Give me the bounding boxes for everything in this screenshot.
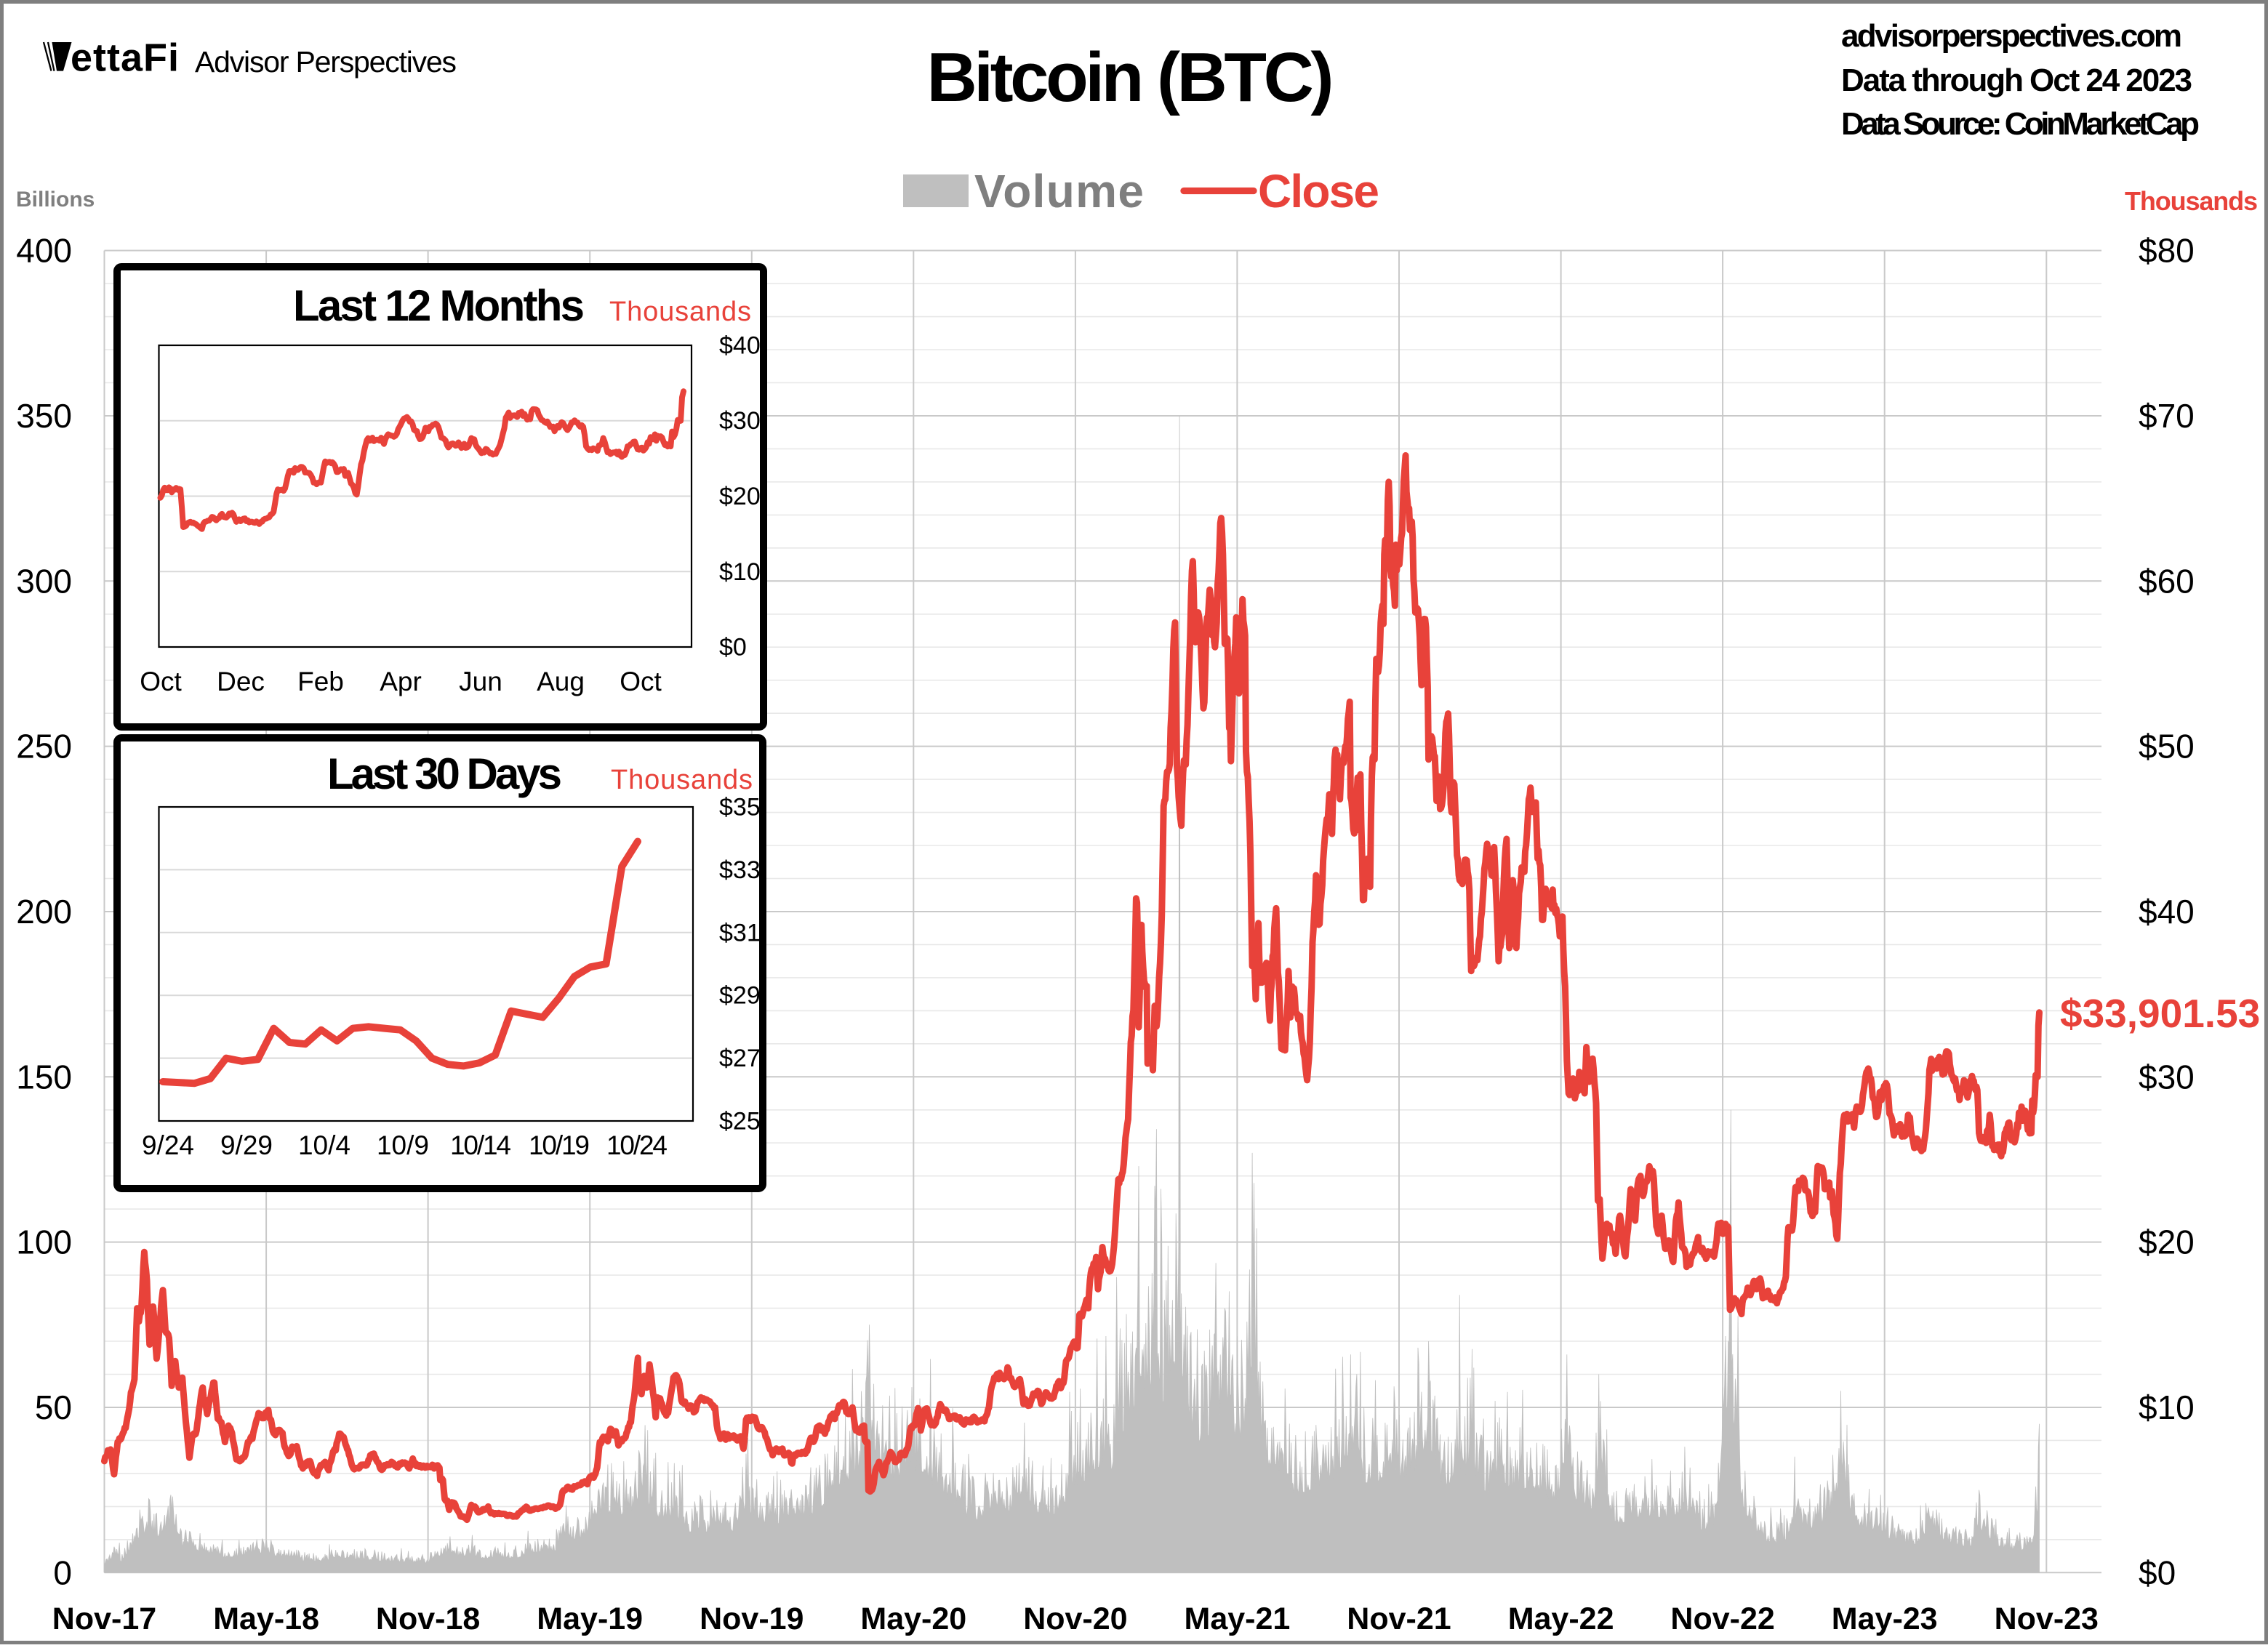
svg-text:$20: $20 [2139,1223,2195,1261]
svg-text:$30: $30 [2139,1058,2195,1096]
svg-text:Billions: Billions [16,188,95,212]
svg-text:Advisor Perspectives: Advisor Perspectives [195,45,457,79]
svg-text:$20: $20 [719,483,761,510]
svg-text:$33: $33 [719,856,761,884]
svg-text:Nov-23: Nov-23 [1995,1601,2099,1636]
svg-text:350: 350 [16,397,72,435]
svg-text:$40: $40 [719,332,761,360]
svg-text:Last 30 Days: Last 30 Days [327,749,562,798]
svg-text:$10: $10 [2139,1388,2195,1426]
svg-text:Oct: Oct [620,667,662,696]
svg-text:May-19: May-19 [537,1601,643,1636]
svg-text:$80: $80 [2139,232,2195,270]
svg-text:9/24: 9/24 [142,1130,194,1160]
svg-text:Thousands: Thousands [609,297,751,327]
svg-text:May-22: May-22 [1508,1601,1614,1636]
svg-text:10/19: 10/19 [529,1130,590,1160]
svg-text:Oct: Oct [140,667,182,696]
svg-text:$0: $0 [2139,1553,2176,1591]
svg-text:250: 250 [16,728,72,765]
svg-text:Nov-19: Nov-19 [700,1601,804,1636]
svg-text:150: 150 [16,1058,72,1096]
svg-text:May-20: May-20 [860,1601,966,1636]
svg-text:$60: $60 [2139,562,2195,600]
svg-text:Thousands: Thousands [2125,186,2258,216]
svg-text:$0: $0 [719,634,747,662]
svg-text:May-18: May-18 [213,1601,319,1636]
svg-text:Nov-17: Nov-17 [52,1601,156,1636]
svg-text:$31: $31 [719,919,761,946]
svg-text:Data Source: CoinMarketCap: Data Source: CoinMarketCap [1841,106,2200,142]
svg-text:Volume: Volume [974,165,1144,217]
svg-text:Close: Close [1258,165,1379,217]
svg-text:Dec: Dec [217,667,265,696]
svg-text:May-23: May-23 [1832,1601,1938,1636]
svg-text:100: 100 [16,1223,72,1261]
svg-text:Nov-18: Nov-18 [376,1601,480,1636]
svg-text:Nov-22: Nov-22 [1670,1601,1774,1636]
svg-text:May-21: May-21 [1185,1601,1291,1636]
svg-text:$25: $25 [719,1108,761,1135]
svg-text:$27: $27 [719,1045,761,1072]
svg-text:50: 50 [35,1388,72,1426]
svg-text:Bitcoin (BTC): Bitcoin (BTC) [927,39,1334,116]
svg-text:0: 0 [53,1553,72,1591]
svg-text:Apr: Apr [380,667,422,696]
svg-text:$40: $40 [2139,893,2195,930]
svg-text:Nov-20: Nov-20 [1023,1601,1127,1636]
svg-text:Data through Oct 24 2023: Data through Oct 24 2023 [1841,63,2192,98]
svg-text:$30: $30 [719,407,761,435]
svg-text:advisorperspectives.com: advisorperspectives.com [1841,18,2182,54]
svg-text:$50: $50 [2139,728,2195,765]
svg-text:Last 12 Months: Last 12 Months [293,281,585,330]
svg-text:Feb: Feb [297,667,344,696]
svg-text:Jun: Jun [459,667,502,696]
svg-text:Nov-21: Nov-21 [1347,1601,1451,1636]
svg-text:400: 400 [16,232,72,270]
svg-text:$33,901.53: $33,901.53 [2060,991,2260,1036]
svg-text:9/29: 9/29 [220,1130,273,1160]
svg-text:$70: $70 [2139,397,2195,435]
svg-text:10/14: 10/14 [450,1130,511,1160]
svg-text:10/9: 10/9 [377,1130,429,1160]
svg-text:10/4: 10/4 [298,1130,350,1160]
svg-text:Aug: Aug [537,667,585,696]
svg-text:$10: $10 [719,558,761,586]
svg-text:$29: $29 [719,982,761,1010]
svg-text:$35: $35 [719,794,761,821]
svg-text:Thousands: Thousands [611,765,753,795]
svg-text:10/24: 10/24 [606,1130,668,1160]
svg-text:ettaFi: ettaFi [71,36,180,80]
svg-text:300: 300 [16,562,72,600]
svg-text:200: 200 [16,893,72,930]
